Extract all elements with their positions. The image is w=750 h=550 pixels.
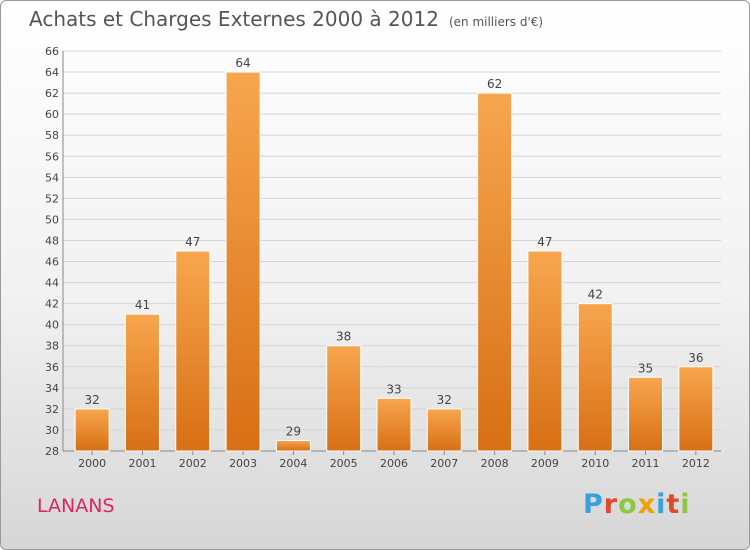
bar-2001 [124, 313, 160, 452]
logo-letter: P [583, 489, 604, 520]
data-labels: 32 41 47 64 29 38 33 32 62 47 42 35 36 [85, 56, 704, 438]
data-label-2006: 33 [386, 382, 401, 396]
y-tick-labels: 28 30 32 34 36 38 40 42 44 46 48 50 52 54 56 58 60 62 64 66 [45, 45, 59, 458]
bar-2002 [175, 250, 211, 452]
data-label-2008: 62 [487, 77, 502, 91]
y-tick-label: 60 [45, 108, 59, 121]
x-tick-label-2002: 2002 [179, 457, 207, 470]
data-label-2000: 32 [85, 393, 100, 407]
y-tick-label: 44 [45, 277, 59, 290]
x-tick-label-2009: 2009 [531, 457, 559, 470]
y-tick-label: 58 [45, 129, 59, 142]
data-label-2005: 38 [336, 330, 351, 344]
chart-subtitle: (en milliers d'€) [448, 15, 544, 29]
y-tick-label: 50 [45, 213, 59, 226]
x-tick-label-2008: 2008 [481, 457, 509, 470]
bars [74, 71, 714, 452]
logo-letter: o [618, 489, 638, 520]
bar-2012 [678, 366, 714, 452]
x-tick-labels: 2000 2001 2002 2003 2004 2005 2006 2007 2008 2009… [78, 451, 710, 470]
y-tick-label: 46 [45, 256, 59, 269]
logo-letter: t [666, 489, 681, 520]
y-tick-label: 52 [45, 192, 59, 205]
data-label-2002: 47 [185, 235, 200, 249]
x-tick-label-2012: 2012 [682, 457, 710, 470]
data-label-2012: 36 [688, 351, 703, 365]
y-tick-label: 56 [45, 150, 59, 163]
title-text: Achats et Charges Externes 2000 à 2012 [29, 7, 439, 31]
bar-2011 [628, 376, 664, 452]
y-tick-label: 36 [45, 361, 59, 374]
logo-letter: i [656, 489, 667, 520]
data-label-2009: 47 [537, 235, 552, 249]
bar-2010 [577, 303, 613, 452]
y-tick-label: 62 [45, 87, 59, 100]
data-label-2001: 41 [135, 298, 150, 312]
y-tick-label: 54 [45, 171, 59, 184]
y-tick-label: 32 [45, 403, 59, 416]
bar-2009 [527, 250, 563, 452]
y-tick-label: 40 [45, 319, 59, 332]
bar-2006 [376, 397, 412, 452]
y-tick-label: 66 [45, 45, 59, 58]
y-tick-label: 34 [45, 382, 59, 395]
y-tick-label: 28 [45, 445, 59, 458]
x-tick-label-2001: 2001 [128, 457, 156, 470]
y-tick-label: 48 [45, 234, 59, 247]
bar-2003 [225, 71, 261, 452]
chart-title: Achats et Charges Externes 2000 à 2012 (e… [29, 7, 543, 31]
x-tick-label-2010: 2010 [581, 457, 609, 470]
y-tick-label: 30 [45, 424, 59, 437]
x-tick-label-2005: 2005 [330, 457, 358, 470]
x-tick-label-2004: 2004 [279, 457, 307, 470]
data-label-2011: 35 [638, 361, 653, 375]
logo-letter: r [603, 489, 619, 520]
logo-letter: x [637, 489, 657, 520]
data-label-2010: 42 [588, 288, 603, 302]
data-label-2004: 29 [286, 424, 301, 438]
y-tick-label: 64 [45, 66, 59, 79]
y-tick-label: 38 [45, 340, 59, 353]
data-label-2007: 32 [437, 393, 452, 407]
x-tick-label-2011: 2011 [632, 457, 660, 470]
x-tick-label-2003: 2003 [229, 457, 257, 470]
data-label-2003: 64 [235, 56, 250, 70]
x-tick-label-2006: 2006 [380, 457, 408, 470]
bar-2008 [477, 92, 513, 452]
bar-2005 [326, 345, 362, 452]
y-tick-label: 42 [45, 298, 59, 311]
logo-letter: i [680, 489, 691, 520]
x-tick-label-2000: 2000 [78, 457, 106, 470]
bar-2007 [426, 408, 462, 452]
proxiti-logo: Proxiti [583, 489, 691, 520]
bar-2000 [74, 408, 110, 452]
commune-name: LANANS [37, 495, 115, 517]
x-tick-label-2007: 2007 [430, 457, 458, 470]
bar-2004 [275, 439, 311, 452]
